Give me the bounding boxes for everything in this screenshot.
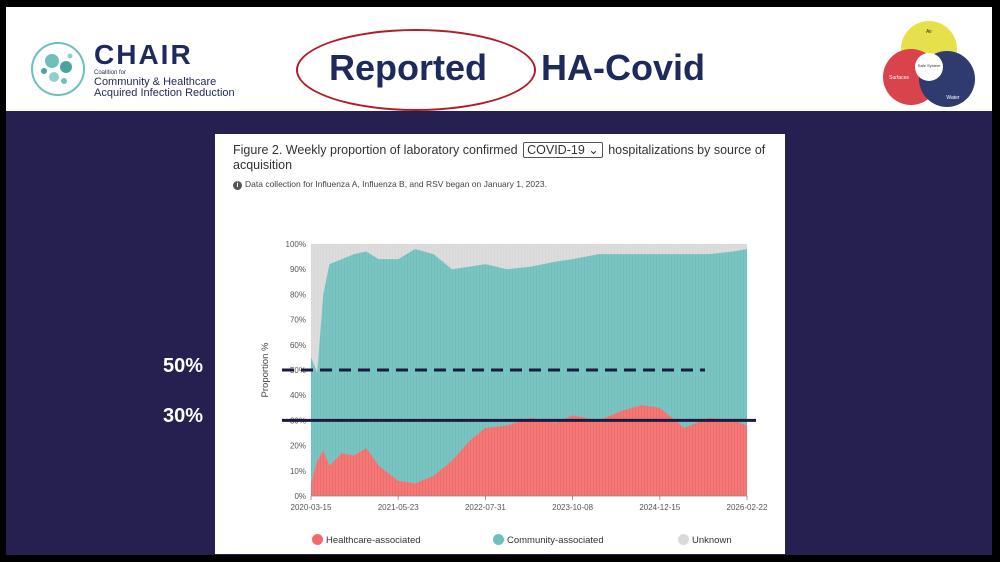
reference-label-30: 30%	[163, 405, 204, 427]
y-tick-label: 40%	[290, 391, 306, 400]
legend-swatch-community	[493, 534, 504, 545]
info-icon: i	[233, 181, 242, 190]
y-tick-label: 50%	[290, 366, 306, 375]
healthcare-area	[311, 405, 747, 496]
legend-label-unknown: Unknown	[692, 535, 732, 546]
slide-title-circled: Reported	[329, 47, 488, 88]
figure-card: 0%10%20%30%40%50%60%70%80%90%100%2020-03…	[215, 134, 785, 554]
x-tick-label: 2024-12-15	[639, 503, 680, 512]
logo-line1-text: Community & Healthcare	[94, 76, 217, 88]
x-tick-label: 2026-02-22	[727, 503, 768, 512]
pathogen-select-value: COVID-19	[527, 143, 585, 157]
legend-swatch-unknown	[678, 534, 689, 545]
header-bar: CHAIR Coalition for Community & Healthca…	[6, 7, 992, 111]
figure-note-text: Data collection for Influenza A, Influen…	[245, 179, 547, 189]
pathogen-select[interactable]: COVID-19 ⌄	[523, 142, 603, 158]
slide: CHAIR Coalition for Community & Healthca…	[6, 7, 992, 555]
y-tick-label: 90%	[290, 265, 306, 274]
y-tick-label: 100%	[286, 240, 306, 249]
logo-coalition-text: Coalition for	[94, 70, 127, 76]
figure-title-before: Figure 2. Weekly proportion of laborator…	[233, 143, 518, 157]
venn-label-air: Air	[926, 29, 932, 35]
chevron-down-icon: ⌄	[588, 143, 599, 157]
legend-label-healthcare: Healthcare-associated	[326, 535, 421, 546]
venn-label-safe-system: Safe System	[918, 63, 941, 68]
figure-title-after: hospitalizations by source of acquisitio…	[233, 143, 766, 172]
legend-item-community[interactable]: Community-associated	[493, 534, 604, 546]
reference-label-50: 50%	[163, 355, 204, 377]
y-tick-label: 80%	[290, 290, 306, 299]
x-tick-label: 2020-03-15	[291, 503, 332, 512]
y-tick-label: 20%	[290, 442, 306, 451]
legend-item-healthcare[interactable]: Healthcare-associated	[312, 534, 421, 546]
legend-item-unknown[interactable]: Unknown	[678, 534, 732, 546]
chair-logo-subtitle: Coalition for Community & Healthcare Acq…	[94, 69, 235, 99]
x-tick-label: 2021-05-23	[378, 503, 419, 512]
y-tick-label: 10%	[290, 467, 306, 476]
logo-line2-text: Acquired Infection Reduction	[94, 87, 235, 99]
chair-logo-icon	[31, 42, 85, 96]
figure-note: i Data collection for Influenza A, Influe…	[233, 179, 547, 190]
legend-label-community: Community-associated	[507, 535, 604, 546]
y-tick-label: 60%	[290, 341, 306, 350]
y-tick-label: 0%	[294, 492, 306, 501]
venn-label-surfaces: Surfaces	[889, 75, 909, 81]
figure-title: Figure 2. Weekly proportion of laborator…	[233, 142, 773, 173]
venn-label-water: Water	[946, 95, 959, 101]
x-tick-label: 2023-10-08	[552, 503, 593, 512]
chair-logo-word: CHAIR	[94, 39, 193, 70]
y-tick-label: 70%	[290, 316, 306, 325]
title-highlight-oval	[296, 29, 536, 111]
x-tick-label: 2022-07-31	[465, 503, 506, 512]
legend-swatch-healthcare	[312, 534, 323, 545]
safe-system-venn-icon: Air Safe System Surfaces Water	[883, 21, 975, 107]
slide-title-rest: HA-Covid	[541, 47, 705, 88]
chart-svg: 0%10%20%30%40%50%60%70%80%90%100%2020-03…	[260, 240, 768, 512]
y-axis-label: Proportion %	[260, 342, 271, 397]
